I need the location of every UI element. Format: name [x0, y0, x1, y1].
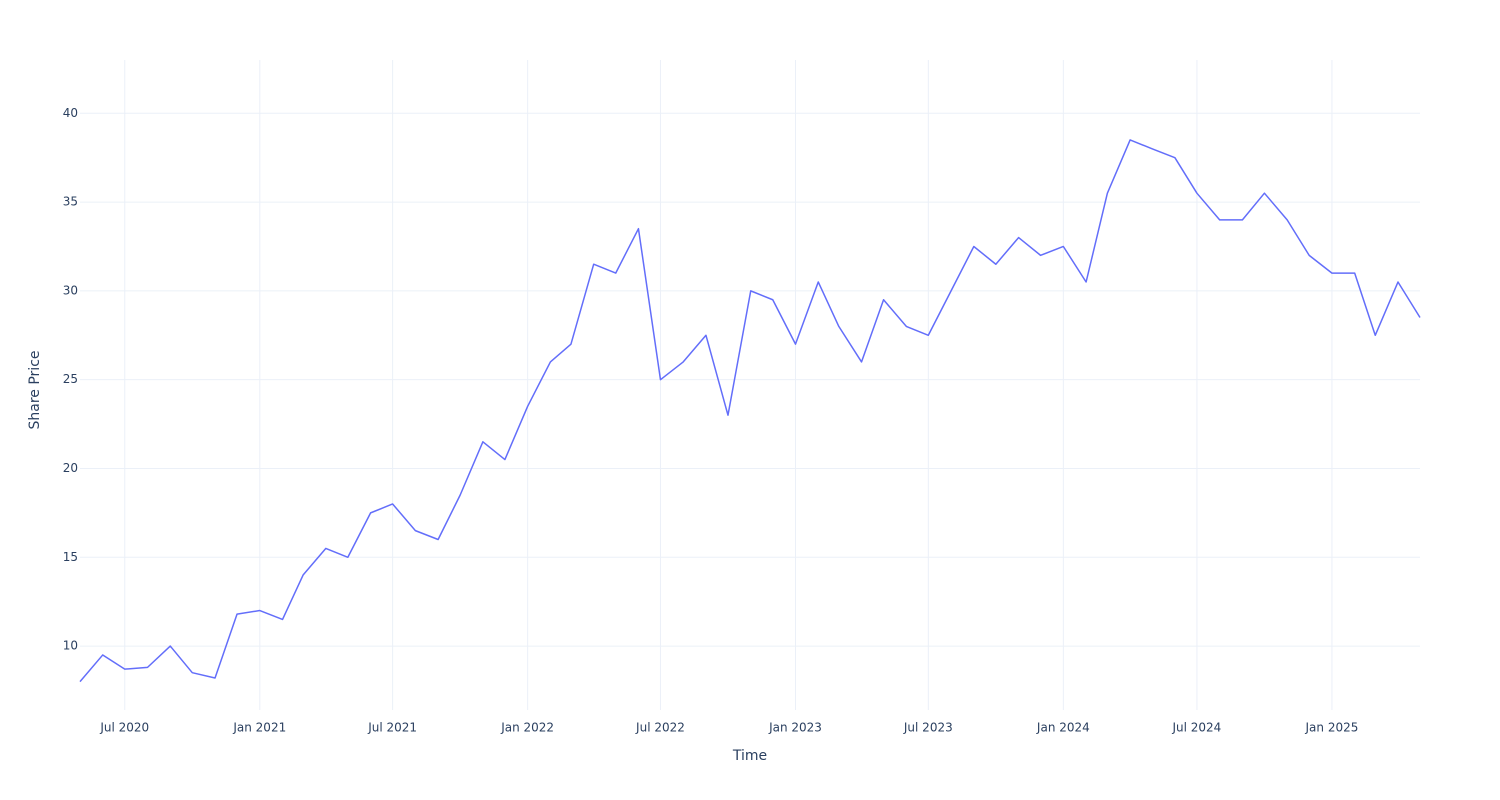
y-tick-label: 40 — [63, 106, 78, 120]
y-tick-label: 25 — [63, 372, 78, 386]
x-tick-label: Jul 2021 — [367, 721, 417, 735]
y-tick-label: 15 — [63, 550, 78, 564]
y-tick-label: 30 — [63, 283, 78, 297]
x-axis-title: Time — [732, 748, 767, 764]
price-line — [79, 139, 1421, 683]
x-tick-label: Jan 2023 — [768, 721, 822, 735]
x-tick-label: Jan 2024 — [1036, 721, 1090, 735]
y-tick-label: 20 — [63, 461, 78, 475]
x-tick-label: Jan 2025 — [1305, 721, 1359, 735]
x-tick-label: Jul 2020 — [99, 721, 149, 735]
y-axis-title: Share Price — [27, 350, 43, 429]
y-tick-label: 35 — [63, 195, 78, 209]
y-tick-label: 10 — [63, 639, 78, 653]
x-tick-label: Jul 2023 — [903, 721, 953, 735]
x-tick-label: Jul 2022 — [635, 721, 685, 735]
x-tick-label: Jan 2022 — [500, 721, 554, 735]
x-tick-label: Jan 2021 — [232, 721, 286, 735]
x-tick-label: Jul 2024 — [1171, 721, 1221, 735]
